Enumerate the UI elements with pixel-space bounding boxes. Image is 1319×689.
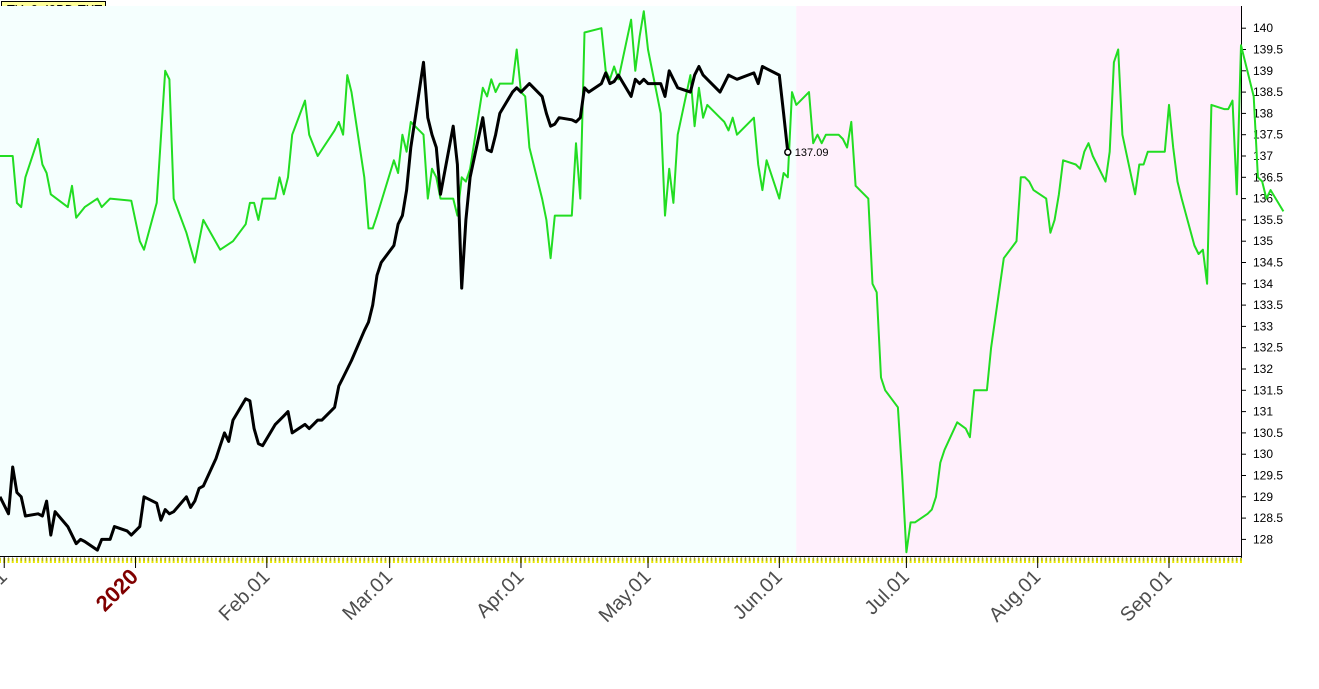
x-tick-label: Sep.01 bbox=[1116, 566, 1176, 626]
y-tick-label: 129 bbox=[1253, 490, 1273, 504]
last-value-dot bbox=[784, 148, 792, 156]
x-tick-label: .01 bbox=[0, 566, 12, 601]
x-tick-label: Mar.01 bbox=[338, 566, 397, 625]
y-tick-label: 134.5 bbox=[1253, 256, 1283, 270]
y-tick-label: 137.5 bbox=[1253, 128, 1283, 142]
shaded-region-0 bbox=[0, 6, 797, 556]
series-layer bbox=[0, 10, 1285, 554]
y-tick-label: 135.5 bbox=[1253, 213, 1283, 227]
x-tick-label: May.01 bbox=[595, 566, 656, 627]
x-tick-label: Apr.01 bbox=[472, 566, 528, 622]
y-tick-label: 131 bbox=[1253, 405, 1273, 419]
y-tick-label: 130 bbox=[1253, 447, 1273, 461]
y-tick-label: 132 bbox=[1253, 362, 1273, 376]
y-axis: 128 128.5 129 129.5 130 130.5 131 131.5 132 132.5… bbox=[1241, 6, 1283, 560]
y-tick-label: 131.5 bbox=[1253, 383, 1283, 397]
y-tick-label: 129.5 bbox=[1253, 469, 1283, 483]
y-tick-label: 135 bbox=[1253, 234, 1273, 248]
y-tick-label: 133.5 bbox=[1253, 298, 1283, 312]
last-value-label: 137.09 bbox=[795, 147, 829, 159]
last-value-marker: 137.09 bbox=[784, 147, 829, 159]
x-axis: .01 2020 Feb.01 Mar.01 Apr.01 May.01 Jun.01 Jul… bbox=[0, 556, 1242, 627]
y-tick-label: 137 bbox=[1253, 149, 1273, 163]
y-tick-label: 140 bbox=[1253, 21, 1273, 35]
y-tick-label: 138 bbox=[1253, 106, 1273, 120]
green-series-line bbox=[0, 10, 1285, 554]
y-tick-label: 133 bbox=[1253, 319, 1273, 333]
x-tick-label: Jun.01 bbox=[729, 566, 787, 624]
y-tick-label: 128.5 bbox=[1253, 511, 1283, 525]
y-tick-label: 136 bbox=[1253, 192, 1273, 206]
y-tick-label: 139.5 bbox=[1253, 43, 1283, 57]
x-tick-label: Feb.01 bbox=[215, 566, 275, 626]
x-day-tick bbox=[0, 558, 1, 563]
black-series-line bbox=[0, 60, 790, 552]
x-tick-label: 2020 bbox=[91, 564, 143, 616]
x-tick-label: Aug.01 bbox=[985, 566, 1045, 626]
y-tick-label: 138.5 bbox=[1253, 85, 1283, 99]
y-tick-label: 139 bbox=[1253, 64, 1273, 78]
y-tick-label: 128 bbox=[1253, 532, 1273, 546]
x-tick-label: Jul.01 bbox=[861, 566, 914, 619]
y-tick-label: 130.5 bbox=[1253, 426, 1283, 440]
shaded-region-1 bbox=[796, 6, 1241, 556]
y-tick-label: 132.5 bbox=[1253, 341, 1283, 355]
y-tick-label: 134 bbox=[1253, 277, 1273, 291]
plot-background bbox=[0, 6, 1241, 556]
